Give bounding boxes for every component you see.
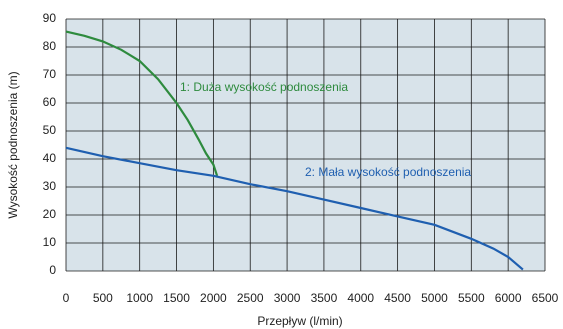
y-axis-label: Wysokość podnoszenia (m) [6,71,20,218]
x-tick-label: 5000 [421,291,448,305]
y-tick-label: 90 [43,11,57,25]
x-tick-label: 2000 [200,291,227,305]
series-label: 2: Mała wysokość podnoszenia [305,165,471,179]
x-tick-label: 5500 [458,291,485,305]
y-tick-label: 60 [43,95,57,109]
y-tick-label: 30 [43,179,57,193]
plot-area [66,19,545,271]
y-tick-label: 20 [43,207,57,221]
y-tick-label: 70 [43,67,57,81]
y-tick-label: 0 [49,263,56,277]
x-axis-label: Przepływ (l/min) [257,314,342,328]
x-tick-label: 3000 [274,291,301,305]
x-tick-label: 6500 [532,291,559,305]
series-line [65,146,524,271]
x-tick-label: 6000 [495,291,522,305]
x-tick-label: 2500 [237,291,264,305]
x-tick-label: 3500 [311,291,338,305]
series-label: 1: Duża wysokość podnoszenia [180,80,348,94]
x-tick-label: 1000 [126,291,153,305]
x-tick-label: 1500 [163,291,190,305]
x-tick-label: 500 [93,291,113,305]
y-tick-label: 80 [43,39,57,53]
y-tick-label: 50 [43,123,57,137]
x-tick-label: 4000 [347,291,374,305]
series-line [65,30,219,177]
y-tick-label: 40 [43,151,57,165]
x-tick-label: 4500 [384,291,411,305]
y-tick-label: 10 [43,235,57,249]
x-tick-label: 0 [63,291,70,305]
